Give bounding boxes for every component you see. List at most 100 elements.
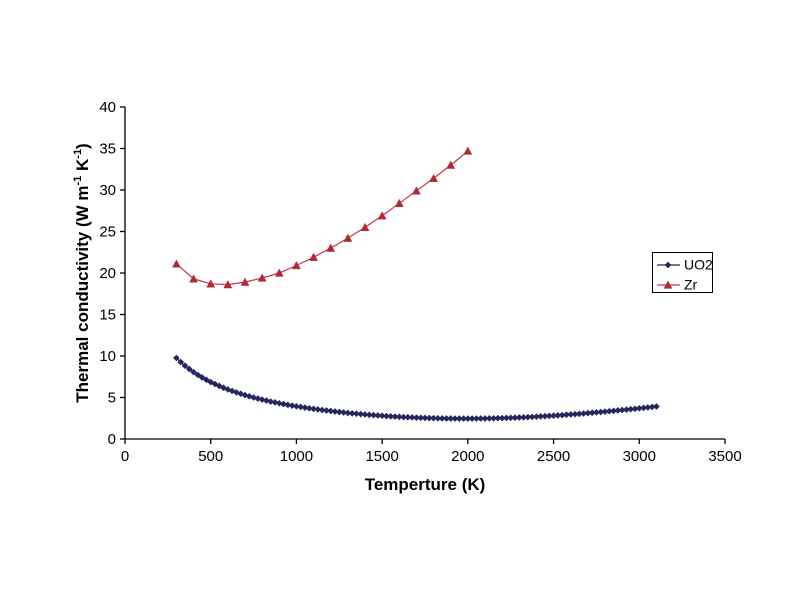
data-series — [172, 146, 660, 423]
zr-series — [172, 146, 473, 289]
zr-marker — [394, 198, 404, 207]
uo2-marker — [387, 412, 395, 420]
uo2-marker — [370, 411, 378, 419]
uo2-marker — [395, 413, 403, 421]
zr-marker — [223, 280, 233, 289]
x-tick-label: 2000 — [451, 448, 484, 465]
uo2-marker — [215, 382, 223, 390]
zr-marker — [172, 259, 181, 268]
zr-marker — [240, 277, 250, 286]
zr-marker — [429, 173, 438, 183]
zr-marker — [274, 268, 284, 277]
legend-box — [652, 252, 713, 293]
uo2-marker — [292, 402, 300, 410]
x-tick-label: 1000 — [280, 448, 313, 465]
uo2-marker — [344, 409, 352, 417]
zr-marker — [206, 279, 216, 288]
legend-uo2-marker — [664, 261, 672, 269]
uo2-marker — [352, 410, 360, 418]
uo2-series — [172, 354, 660, 423]
uo2-marker — [408, 413, 416, 421]
y-tick-label: 35 — [99, 141, 116, 158]
axes: 0 5 10 15 20 25 30 35 40 0 500 1000 1500 2000 2500 3000… — [99, 99, 741, 465]
uo2-marker — [172, 354, 180, 362]
uo2-marker — [198, 374, 206, 381]
y-tick-label: 10 — [99, 348, 116, 365]
y-tick-label: 15 — [99, 307, 116, 324]
uo2-marker — [275, 399, 283, 407]
uo2-marker — [202, 376, 210, 384]
uo2-marker — [211, 380, 219, 388]
y-tick-label: 40 — [99, 99, 116, 116]
uo2-marker — [267, 398, 275, 406]
x-axis-title: Temperture (K) — [365, 475, 486, 494]
zr-marker — [309, 252, 318, 261]
zr-marker — [463, 146, 473, 155]
x-tick-label: 1500 — [365, 448, 398, 465]
uo2-marker — [258, 396, 266, 404]
uo2-marker — [284, 401, 292, 409]
uo2-marker — [305, 404, 313, 412]
uo2-marker — [310, 405, 318, 413]
uo2-marker — [194, 371, 202, 379]
zr-marker — [343, 233, 353, 242]
uo2-marker — [365, 411, 373, 419]
y-axis-title: Thermal conductivity (W m-1 K-1) — [72, 143, 92, 402]
uo2-marker — [297, 403, 305, 411]
uo2-marker — [361, 410, 369, 418]
uo2-marker — [357, 410, 365, 418]
uo2-marker — [322, 407, 330, 414]
uo2-marker — [245, 392, 253, 400]
zr-marker — [377, 211, 387, 220]
y-tick-label: 20 — [99, 265, 116, 282]
uo2-marker — [241, 391, 249, 399]
zr-line — [176, 150, 469, 286]
zr-marker — [360, 222, 370, 231]
zr-marker — [257, 273, 267, 282]
x-tick-label: 3000 — [623, 448, 656, 465]
legend-label-uo2: UO2 — [684, 257, 713, 273]
uo2-marker — [314, 405, 322, 413]
zr-marker — [412, 186, 421, 195]
uo2-marker — [378, 412, 386, 420]
uo2-marker — [232, 388, 240, 396]
uo2-marker — [190, 368, 198, 376]
x-tick-label: 500 — [198, 448, 223, 465]
uo2-marker — [177, 358, 185, 366]
x-tick-label: 2500 — [537, 448, 570, 465]
zr-marker — [446, 160, 456, 169]
uo2-marker — [318, 406, 326, 414]
uo2-marker — [340, 408, 348, 416]
y-tick-label: 5 — [108, 390, 116, 407]
legend-zr-marker — [663, 280, 673, 289]
x-tick-label: 3500 — [708, 448, 741, 465]
zr-marker — [189, 274, 198, 283]
legend-label-zr: Zr — [684, 277, 698, 293]
uo2-marker — [331, 408, 339, 415]
y-tick-label: 0 — [108, 431, 116, 448]
uo2-marker — [262, 397, 270, 405]
uo2-marker — [185, 365, 193, 373]
zr-marker — [292, 261, 301, 270]
uo2-marker — [335, 408, 343, 416]
uo2-marker — [348, 409, 356, 417]
y-tick-label: 25 — [99, 224, 116, 241]
uo2-marker — [181, 362, 189, 370]
uo2-marker — [391, 413, 399, 421]
zr-marker — [326, 243, 336, 252]
x-tick-label: 0 — [121, 448, 129, 465]
uo2-marker — [652, 403, 660, 410]
uo2-marker — [374, 411, 382, 419]
uo2-marker — [382, 412, 390, 420]
uo2-marker — [288, 402, 296, 410]
legend: UO2 Zr — [652, 252, 713, 293]
uo2-marker — [327, 407, 335, 415]
uo2-marker — [280, 400, 288, 408]
uo2-marker — [228, 387, 236, 395]
uo2-line — [175, 357, 657, 420]
y-tick-label: 30 — [99, 182, 116, 199]
legend-swatches — [657, 261, 680, 289]
uo2-marker — [301, 404, 309, 412]
